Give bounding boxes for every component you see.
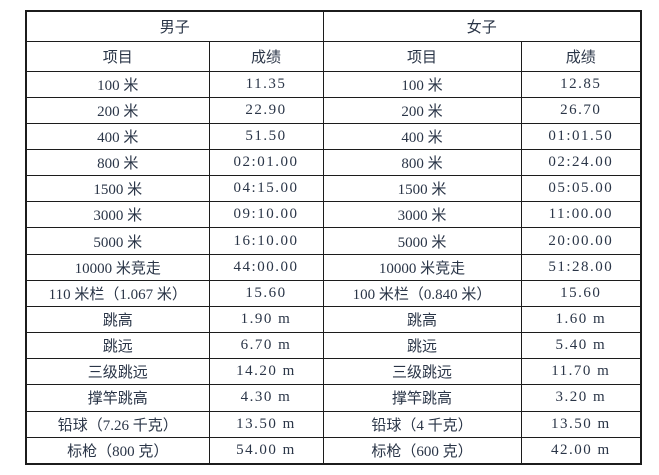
men-result-column-header: 成绩	[208, 40, 324, 72]
men-result-cell: 11.35	[208, 70, 324, 98]
women-event-cell: 标枪（600 克）	[322, 436, 522, 465]
men-event-cell: 三级跳远	[25, 358, 210, 386]
men-event-cell: 3000 米	[25, 201, 210, 229]
men-result-cell: 09:10.00	[208, 201, 324, 229]
table-row: 标枪（800 克） 54.00 m 标枪（600 克） 42.00 m	[25, 436, 642, 465]
table-row: 铅球（7.26 千克） 13.50 m 铅球（4 千克） 13.50 m	[25, 410, 642, 438]
women-event-column-header: 项目	[322, 40, 522, 72]
women-result-cell: 01:01.50	[520, 122, 642, 150]
athletics-standards-table: 男子 女子 项目 成绩 项目 成绩 100 米 11.35 100 米 12.8…	[25, 10, 643, 465]
women-event-cell: 100 米栏（0.840 米）	[322, 279, 522, 307]
women-result-cell: 20:00.00	[520, 227, 642, 255]
women-result-cell: 26.70	[520, 96, 642, 124]
men-result-cell: 44:00.00	[208, 253, 324, 281]
women-result-cell: 11.70 m	[520, 358, 642, 386]
table-row: 三级跳远 14.20 m 三级跳远 11.70 m	[25, 358, 642, 386]
table-row: 跳远 6.70 m 跳远 5.40 m	[25, 332, 642, 360]
women-result-cell: 05:05.00	[520, 175, 642, 203]
women-event-cell: 3000 米	[322, 201, 522, 229]
men-event-cell: 110 米栏（1.067 米）	[25, 279, 210, 307]
table-row: 1500 米 04:15.00 1500 米 05:05.00	[25, 175, 642, 203]
men-event-cell: 800 米	[25, 148, 210, 177]
men-result-cell: 1.90 m	[208, 305, 324, 334]
men-event-column-header: 项目	[25, 40, 210, 72]
women-event-cell: 400 米	[322, 122, 522, 150]
men-event-cell: 跳高	[25, 305, 210, 334]
women-result-cell: 12.85	[520, 70, 642, 98]
men-event-cell: 200 米	[25, 96, 210, 124]
women-result-cell: 5.40 m	[520, 332, 642, 360]
men-event-cell: 100 米	[25, 70, 210, 98]
table-row: 800 米 02:01.00 800 米 02:24.00	[25, 148, 642, 177]
women-result-cell: 3.20 m	[520, 384, 642, 412]
women-event-cell: 撑竿跳高	[322, 384, 522, 412]
men-group-header: 男子	[25, 10, 324, 42]
table-row: 110 米栏（1.067 米） 15.60 100 米栏（0.840 米） 15…	[25, 279, 642, 307]
men-result-cell: 14.20 m	[208, 358, 324, 386]
men-result-cell: 02:01.00	[208, 148, 324, 177]
men-result-cell: 15.60	[208, 279, 324, 307]
group-header-row: 男子 女子	[25, 10, 642, 42]
men-result-cell: 54.00 m	[208, 436, 324, 465]
column-header-row: 项目 成绩 项目 成绩	[25, 40, 642, 72]
women-group-header: 女子	[322, 10, 642, 42]
women-result-cell: 11:00.00	[520, 201, 642, 229]
men-event-cell: 跳远	[25, 332, 210, 360]
table-row: 100 米 11.35 100 米 12.85	[25, 70, 642, 98]
men-event-cell: 10000 米竞走	[25, 253, 210, 281]
women-result-cell: 51:28.00	[520, 253, 642, 281]
table-row: 200 米 22.90 200 米 26.70	[25, 96, 642, 124]
men-result-cell: 16:10.00	[208, 227, 324, 255]
table-row: 5000 米 16:10.00 5000 米 20:00.00	[25, 227, 642, 255]
women-event-cell: 跳远	[322, 332, 522, 360]
women-event-cell: 100 米	[322, 70, 522, 98]
men-event-cell: 撑竿跳高	[25, 384, 210, 412]
men-event-cell: 1500 米	[25, 175, 210, 203]
women-event-cell: 1500 米	[322, 175, 522, 203]
women-event-cell: 跳高	[322, 305, 522, 334]
men-result-cell: 13.50 m	[208, 410, 324, 438]
women-event-cell: 5000 米	[322, 227, 522, 255]
men-result-cell: 6.70 m	[208, 332, 324, 360]
table-row: 10000 米竞走 44:00.00 10000 米竞走 51:28.00	[25, 253, 642, 281]
men-result-cell: 22.90	[208, 96, 324, 124]
women-result-cell: 13.50 m	[520, 410, 642, 438]
table-row: 跳高 1.90 m 跳高 1.60 m	[25, 305, 642, 334]
men-result-cell: 4.30 m	[208, 384, 324, 412]
women-event-cell: 10000 米竞走	[322, 253, 522, 281]
women-result-cell: 42.00 m	[520, 436, 642, 465]
women-result-cell: 02:24.00	[520, 148, 642, 177]
women-event-cell: 800 米	[322, 148, 522, 177]
table-row: 撑竿跳高 4.30 m 撑竿跳高 3.20 m	[25, 384, 642, 412]
women-event-cell: 铅球（4 千克）	[322, 410, 522, 438]
women-result-cell: 15.60	[520, 279, 642, 307]
men-event-cell: 400 米	[25, 122, 210, 150]
men-result-cell: 51.50	[208, 122, 324, 150]
women-event-cell: 三级跳远	[322, 358, 522, 386]
women-result-column-header: 成绩	[520, 40, 642, 72]
women-event-cell: 200 米	[322, 96, 522, 124]
men-result-cell: 04:15.00	[208, 175, 324, 203]
women-result-cell: 1.60 m	[520, 305, 642, 334]
men-event-cell: 5000 米	[25, 227, 210, 255]
table-row: 3000 米 09:10.00 3000 米 11:00.00	[25, 201, 642, 229]
table-row: 400 米 51.50 400 米 01:01.50	[25, 122, 642, 150]
men-event-cell: 标枪（800 克）	[25, 436, 210, 465]
men-event-cell: 铅球（7.26 千克）	[25, 410, 210, 438]
